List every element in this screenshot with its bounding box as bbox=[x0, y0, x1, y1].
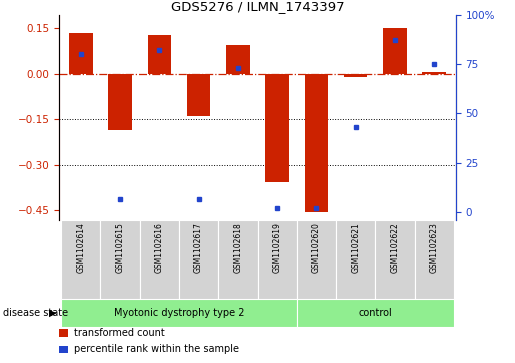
Bar bbox=[258, 220, 297, 299]
Text: GSM1102615: GSM1102615 bbox=[115, 222, 125, 273]
Text: GSM1102623: GSM1102623 bbox=[430, 222, 439, 273]
Text: GSM1102620: GSM1102620 bbox=[312, 222, 321, 273]
Bar bbox=[179, 220, 218, 299]
Bar bbox=[148, 35, 171, 74]
Text: GSM1102618: GSM1102618 bbox=[233, 222, 243, 273]
Text: Myotonic dystrophy type 2: Myotonic dystrophy type 2 bbox=[114, 308, 244, 318]
Title: GDS5276 / ILMN_1743397: GDS5276 / ILMN_1743397 bbox=[170, 0, 345, 13]
Bar bbox=[61, 220, 100, 299]
Bar bbox=[344, 74, 367, 77]
Bar bbox=[383, 28, 407, 74]
Bar bbox=[415, 220, 454, 299]
Bar bbox=[140, 220, 179, 299]
Text: GSM1102619: GSM1102619 bbox=[272, 222, 282, 273]
Bar bbox=[297, 299, 454, 327]
Bar bbox=[59, 346, 68, 353]
Bar bbox=[336, 220, 375, 299]
Text: ▶: ▶ bbox=[49, 308, 57, 318]
Bar bbox=[375, 220, 415, 299]
Text: GSM1102617: GSM1102617 bbox=[194, 222, 203, 273]
Bar bbox=[265, 74, 289, 182]
Text: transformed count: transformed count bbox=[74, 327, 164, 338]
Bar bbox=[226, 45, 250, 74]
Bar bbox=[100, 220, 140, 299]
Bar bbox=[61, 299, 297, 327]
Text: percentile rank within the sample: percentile rank within the sample bbox=[74, 344, 238, 354]
Bar bbox=[187, 74, 211, 116]
Bar bbox=[297, 220, 336, 299]
Text: control: control bbox=[358, 308, 392, 318]
Bar bbox=[304, 74, 328, 212]
Bar bbox=[218, 220, 258, 299]
Text: GSM1102614: GSM1102614 bbox=[76, 222, 85, 273]
Text: GSM1102621: GSM1102621 bbox=[351, 222, 360, 273]
Text: GSM1102622: GSM1102622 bbox=[390, 222, 400, 273]
Bar bbox=[69, 33, 93, 74]
Bar bbox=[108, 74, 132, 130]
Bar bbox=[422, 72, 446, 74]
Text: GSM1102616: GSM1102616 bbox=[155, 222, 164, 273]
Bar bbox=[59, 329, 68, 337]
Text: disease state: disease state bbox=[3, 308, 67, 318]
